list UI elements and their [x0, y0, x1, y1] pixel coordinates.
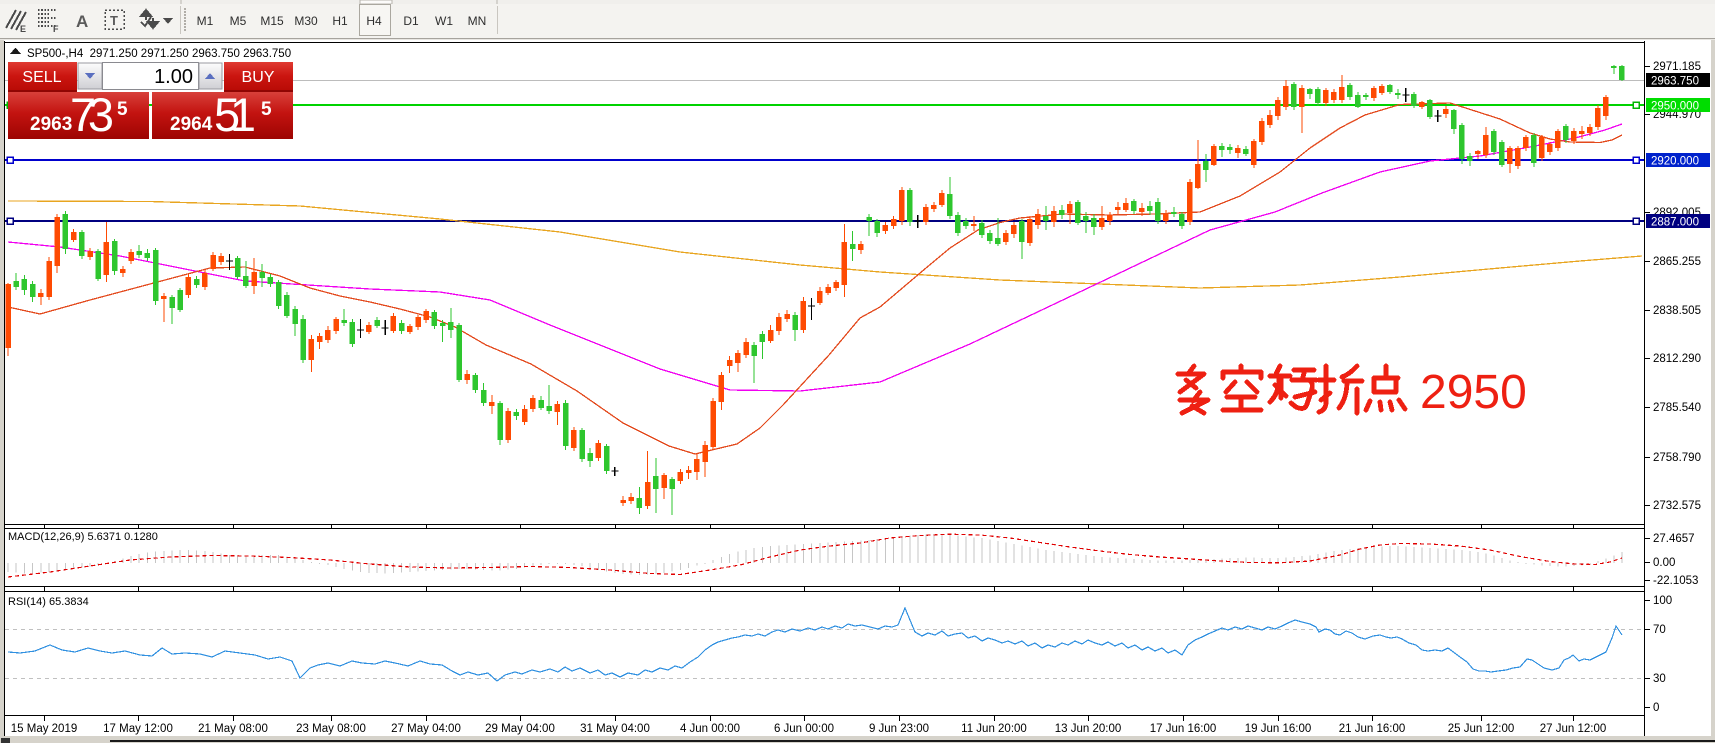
svg-text:5: 5 [261, 99, 272, 120]
svg-text:2963: 2963 [30, 114, 72, 135]
svg-text:2785.540: 2785.540 [1653, 402, 1701, 414]
svg-text:2865.255: 2865.255 [1653, 256, 1701, 268]
svg-text:2838.505: 2838.505 [1653, 305, 1701, 317]
svg-text:E: E [20, 24, 26, 34]
svg-text:M30: M30 [294, 14, 318, 28]
svg-text:25 Jun 12:00: 25 Jun 12:00 [1448, 723, 1515, 735]
svg-text:H4: H4 [366, 14, 382, 28]
svg-text:A: A [76, 12, 88, 31]
svg-text:1.00: 1.00 [154, 66, 193, 88]
svg-text:6 Jun 00:00: 6 Jun 00:00 [774, 723, 834, 735]
svg-text:F: F [53, 24, 59, 34]
svg-text:2920.000: 2920.000 [1651, 156, 1699, 168]
svg-text:2950.000: 2950.000 [1651, 101, 1699, 113]
svg-text:2758.790: 2758.790 [1653, 452, 1701, 464]
svg-text:21 May 08:00: 21 May 08:00 [198, 723, 268, 735]
svg-text:100: 100 [1653, 595, 1672, 607]
svg-text:51: 51 [214, 88, 256, 141]
svg-text:0: 0 [1653, 702, 1659, 714]
svg-text:-22.1053: -22.1053 [1653, 575, 1698, 587]
svg-text:2964: 2964 [170, 114, 213, 135]
svg-text:2887.000: 2887.000 [1651, 217, 1699, 229]
svg-text:2812.290: 2812.290 [1653, 353, 1701, 365]
svg-text:SP500-,H4 2971.250 2971.250 2: SP500-,H4 2971.250 2971.250 2963.750 296… [27, 48, 291, 60]
svg-text:31 May 04:00: 31 May 04:00 [580, 723, 650, 735]
svg-text:21 Jun 16:00: 21 Jun 16:00 [1339, 723, 1406, 735]
svg-text:H1: H1 [332, 14, 348, 28]
svg-text:2732.575: 2732.575 [1653, 500, 1701, 512]
svg-text:17 May 12:00: 17 May 12:00 [103, 723, 173, 735]
svg-text:11 Jun 20:00: 11 Jun 20:00 [961, 723, 1027, 735]
svg-text:5: 5 [117, 99, 128, 120]
svg-text:0.00: 0.00 [1653, 557, 1675, 569]
svg-text:MN: MN [468, 14, 487, 28]
svg-text:2963.750: 2963.750 [1651, 76, 1699, 88]
svg-text:4 Jun 00:00: 4 Jun 00:00 [680, 723, 740, 735]
svg-text:9 Jun 23:00: 9 Jun 23:00 [869, 723, 929, 735]
svg-text:17 Jun 16:00: 17 Jun 16:00 [1150, 723, 1217, 735]
svg-text:27 Jun 12:00: 27 Jun 12:00 [1540, 723, 1607, 735]
svg-text:D1: D1 [403, 14, 419, 28]
svg-text:MACD(12,26,9) 5.6371 0.1280: MACD(12,26,9) 5.6371 0.1280 [8, 531, 158, 543]
svg-text:M15: M15 [260, 14, 284, 28]
svg-text:2950: 2950 [1420, 366, 1527, 419]
svg-text:M1: M1 [197, 14, 214, 28]
svg-text:2971.185: 2971.185 [1653, 61, 1701, 73]
svg-text:29 May 04:00: 29 May 04:00 [485, 723, 555, 735]
svg-text:23 May 08:00: 23 May 08:00 [296, 723, 366, 735]
svg-text:13 Jun 20:00: 13 Jun 20:00 [1055, 723, 1122, 735]
svg-text:W1: W1 [435, 14, 453, 28]
svg-text:27.4657: 27.4657 [1653, 533, 1695, 545]
svg-text:BUY: BUY [242, 69, 275, 86]
svg-text:27 May 04:00: 27 May 04:00 [391, 723, 461, 735]
svg-text:M5: M5 [230, 14, 247, 28]
svg-text:RSI(14) 65.3834: RSI(14) 65.3834 [8, 596, 89, 608]
svg-text:73: 73 [70, 88, 114, 141]
svg-text:SELL: SELL [22, 69, 61, 86]
svg-text:T: T [110, 13, 118, 28]
svg-text:70: 70 [1653, 624, 1666, 636]
svg-text:19 Jun 16:00: 19 Jun 16:00 [1245, 723, 1312, 735]
svg-text:15 May 2019: 15 May 2019 [11, 723, 78, 735]
svg-text:30: 30 [1653, 673, 1666, 685]
